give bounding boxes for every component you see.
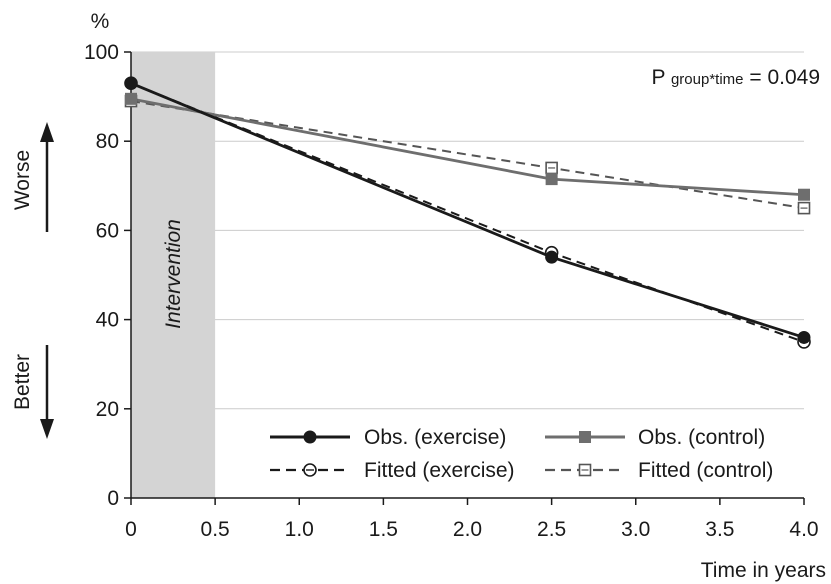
series-lines — [130, 81, 805, 343]
x-axis-ticks: 0 0.5 1.0 1.5 2.0 2.5 3.0 3.5 4.0 — [125, 498, 819, 541]
better-arrow-icon — [40, 345, 54, 439]
legend-marker — [578, 463, 592, 477]
y-tick-label: 80 — [96, 130, 119, 153]
p-value-subscript: group*time — [671, 71, 744, 88]
data-point-obs-exercise — [797, 330, 811, 344]
x-axis-label: Time in years — [701, 559, 826, 582]
data-point-obs-control — [125, 92, 137, 105]
legend: Obs. (exercise) Obs. (control) Fitted (exe… — [270, 426, 773, 482]
x-tick-label: 1.5 — [369, 518, 398, 541]
legend-item: Obs. (exercise) — [270, 426, 506, 449]
intervention-region — [131, 52, 216, 498]
p-value-annotation: P group*time = 0.049 — [652, 66, 821, 89]
legend-label: Obs. (exercise) — [364, 426, 506, 449]
intervention-label: Intervention — [162, 219, 185, 329]
series-line-fitted-exercise — [130, 82, 805, 343]
x-tick-label: 3.5 — [705, 518, 734, 541]
data-point-fitted-control — [545, 161, 558, 175]
x-tick-label: 0 — [125, 518, 137, 541]
x-tick-label: 4.0 — [789, 518, 818, 541]
series-markers — [124, 76, 811, 349]
y-tick-label: 60 — [96, 219, 119, 242]
legend-item: Obs. (control) — [545, 426, 765, 449]
grid-lines — [131, 51, 804, 410]
data-point-obs-exercise — [545, 250, 559, 264]
legend-label: Fitted (control) — [638, 459, 773, 482]
x-tick-label: 2.5 — [537, 518, 566, 541]
legend-marker — [303, 463, 317, 477]
x-tick-label: 2.0 — [453, 518, 482, 541]
legend-label: Fitted (exercise) — [364, 459, 515, 482]
data-point-obs-control — [545, 173, 558, 186]
p-value-prefix: P — [652, 66, 671, 89]
worse-label: Worse — [11, 150, 34, 210]
y-tick-label: 40 — [96, 309, 119, 332]
p-value-result: = 0.049 — [744, 66, 820, 89]
y-axis-ticks: 0 20 40 60 80 100 — [84, 41, 131, 510]
legend-marker — [303, 430, 317, 444]
x-tick-label: 0.5 — [201, 518, 230, 541]
y-tick-label: 100 — [84, 41, 119, 64]
data-point-obs-exercise — [124, 76, 138, 90]
legend-marker — [579, 431, 591, 443]
legend-item: Fitted (exercise) — [270, 459, 515, 482]
data-point-obs-control — [798, 188, 810, 201]
series-line-obs-control — [130, 97, 805, 197]
y-tick-label: 20 — [96, 398, 119, 421]
legend-item: Fitted (control) — [545, 459, 773, 482]
series-line-obs-exercise — [130, 81, 805, 339]
x-tick-label: 1.0 — [285, 518, 314, 541]
data-point-fitted-control — [797, 201, 811, 215]
worse-arrow-icon — [40, 122, 54, 232]
y-tick-label: 0 — [107, 487, 119, 510]
legend-label: Obs. (control) — [638, 426, 765, 449]
better-label: Better — [11, 354, 34, 410]
x-tick-label: 3.0 — [621, 518, 650, 541]
y-axis-label: % — [91, 10, 110, 33]
